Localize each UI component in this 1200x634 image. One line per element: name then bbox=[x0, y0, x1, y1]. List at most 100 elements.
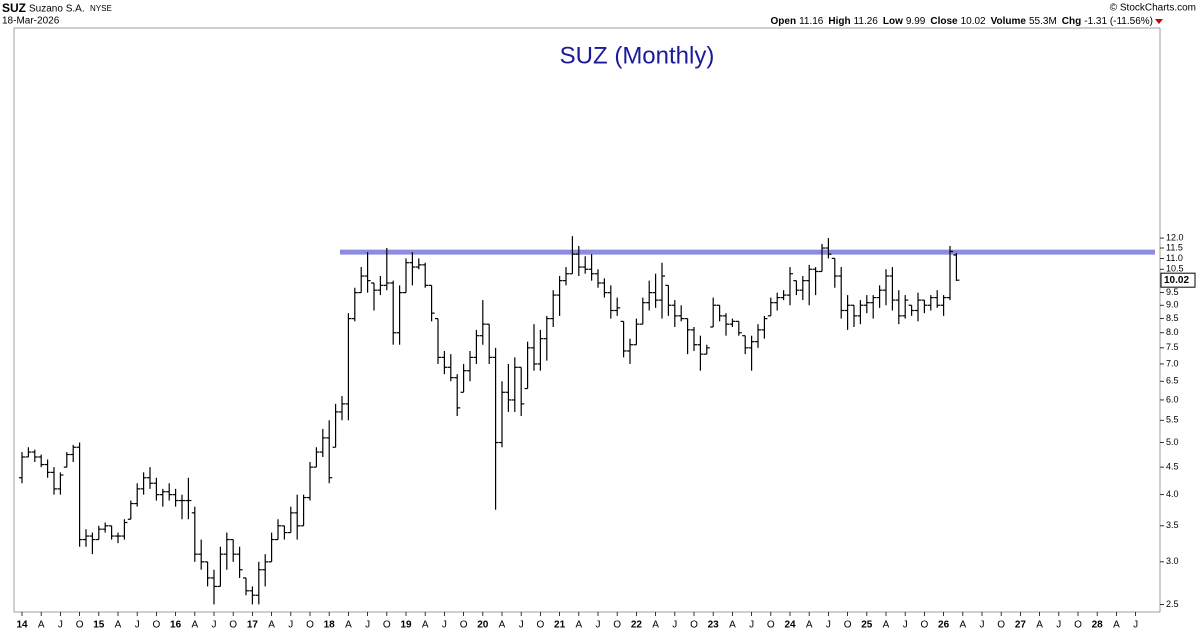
x-tick-label: J bbox=[826, 620, 831, 631]
y-tick-label: 11.0 bbox=[1166, 253, 1183, 263]
x-tick-label: O bbox=[844, 620, 852, 631]
x-tick-label: 18 bbox=[324, 620, 336, 631]
x-tick-label: O bbox=[460, 620, 468, 631]
x-tick-label: 26 bbox=[938, 620, 950, 631]
copyright: © StockCharts.com bbox=[1110, 3, 1196, 14]
x-tick-label: A bbox=[575, 620, 582, 631]
quote-label: Close bbox=[930, 16, 958, 27]
x-tick-label: J bbox=[1056, 620, 1061, 631]
x-tick-label: 17 bbox=[247, 620, 259, 631]
x-tick-label: J bbox=[1133, 620, 1138, 631]
x-tick-label: O bbox=[767, 620, 775, 631]
x-tick-label: O bbox=[1074, 620, 1082, 631]
quote-label: Volume bbox=[991, 16, 1027, 27]
x-tick-label: J bbox=[672, 620, 677, 631]
plot-frame bbox=[13, 27, 1161, 613]
quote-value: 55.3M bbox=[1029, 16, 1057, 27]
x-tick-label: 16 bbox=[170, 620, 182, 631]
x-tick-label: 28 bbox=[1092, 620, 1104, 631]
x-tick-label: 24 bbox=[784, 620, 796, 631]
x-tick-label: A bbox=[1113, 620, 1120, 631]
x-tick-label: J bbox=[903, 620, 908, 631]
y-tick-label: 7.0 bbox=[1166, 358, 1179, 368]
x-tick-label: J bbox=[442, 620, 447, 631]
y-tick-label: 11.5 bbox=[1166, 242, 1183, 252]
x-tick-label: A bbox=[345, 620, 352, 631]
quote-label: Open bbox=[771, 16, 797, 27]
y-tick-label: 4.0 bbox=[1166, 489, 1179, 499]
quote: Open 11.16 High 11.26 Low 9.99 Close 10.02 Volum… bbox=[771, 16, 1154, 27]
quote-value: 10.02 bbox=[961, 16, 986, 27]
quote-label: Low bbox=[883, 16, 903, 27]
x-tick-label: J bbox=[212, 620, 217, 631]
x-tick-label: J bbox=[288, 620, 293, 631]
x-tick-label: O bbox=[153, 620, 161, 631]
x-tick-label: A bbox=[422, 620, 429, 631]
x-tick-label: O bbox=[921, 620, 929, 631]
x-tick-label: J bbox=[596, 620, 601, 631]
x-tick-label: O bbox=[537, 620, 545, 631]
x-tick-label: 15 bbox=[93, 620, 105, 631]
y-tick-label: 4.5 bbox=[1166, 462, 1179, 472]
quote-label: High bbox=[828, 16, 850, 27]
y-tick-label: 3.0 bbox=[1166, 556, 1179, 566]
y-tick-label: 10.5 bbox=[1166, 264, 1184, 274]
x-tick-label: A bbox=[1036, 620, 1043, 631]
last-price-label: 10.02 bbox=[1164, 275, 1189, 286]
y-tick-label: 5.5 bbox=[1166, 415, 1179, 425]
x-tick-label: A bbox=[806, 620, 813, 631]
x-tick-label: 25 bbox=[861, 620, 873, 631]
y-tick-label: 8.5 bbox=[1166, 313, 1179, 323]
y-tick-label: 9.5 bbox=[1166, 287, 1179, 297]
quote-value: 11.16 bbox=[799, 16, 824, 27]
x-tick-label: A bbox=[115, 620, 122, 631]
x-tick-label: O bbox=[383, 620, 391, 631]
y-tick-label: 6.0 bbox=[1166, 394, 1179, 404]
x-tick-label: O bbox=[76, 620, 84, 631]
x-tick-label: 22 bbox=[631, 620, 643, 631]
quote-value: 11.26 bbox=[854, 16, 879, 27]
chart-title: SUZ (Monthly) bbox=[560, 42, 715, 69]
x-tick-label: A bbox=[729, 620, 736, 631]
down-arrow bbox=[1155, 19, 1163, 24]
last-price-box bbox=[1160, 272, 1196, 288]
x-tick-label: A bbox=[268, 620, 275, 631]
y-tick-label: 12.0 bbox=[1166, 232, 1184, 242]
x-tick-label: A bbox=[499, 620, 506, 631]
x-tick-label: O bbox=[306, 620, 314, 631]
x-tick-label: J bbox=[980, 620, 985, 631]
x-tick-label: O bbox=[997, 620, 1005, 631]
x-tick-label: 14 bbox=[16, 620, 28, 631]
y-tick-label: 6.5 bbox=[1166, 376, 1179, 386]
x-tick-label: A bbox=[883, 620, 890, 631]
quote-value: 9.99 bbox=[906, 16, 926, 27]
x-tick-label: A bbox=[38, 620, 45, 631]
x-tick-label: 27 bbox=[1015, 620, 1027, 631]
quote-label: Chg bbox=[1062, 16, 1081, 27]
x-tick-label: 23 bbox=[708, 620, 720, 631]
y-tick-label: 5.0 bbox=[1166, 437, 1179, 447]
y-tick-label: 2.5 bbox=[1166, 599, 1179, 609]
exchange: NYSE bbox=[90, 4, 112, 13]
y-tick-label: 8.0 bbox=[1166, 327, 1179, 337]
x-tick-label: 20 bbox=[477, 620, 489, 631]
x-tick-label: J bbox=[519, 620, 524, 631]
x-tick-label: A bbox=[959, 620, 966, 631]
x-tick-label: O bbox=[690, 620, 698, 631]
y-tick-label: 3.5 bbox=[1166, 520, 1179, 530]
date: 18-Mar-2026 bbox=[2, 16, 60, 27]
x-tick-label: A bbox=[191, 620, 198, 631]
x-tick-label: J bbox=[749, 620, 754, 631]
x-tick-label: A bbox=[652, 620, 659, 631]
x-tick-label: J bbox=[365, 620, 370, 631]
x-tick-label: J bbox=[135, 620, 140, 631]
x-tick-label: O bbox=[229, 620, 237, 631]
x-tick-label: 21 bbox=[554, 620, 566, 631]
x-tick-label: O bbox=[613, 620, 621, 631]
x-tick-label: J bbox=[58, 620, 63, 631]
quote-value: -1.31 (-11.56%) bbox=[1084, 16, 1153, 27]
y-tick-label: 9.0 bbox=[1166, 300, 1179, 310]
company-name: Suzano S.A. bbox=[29, 4, 85, 15]
